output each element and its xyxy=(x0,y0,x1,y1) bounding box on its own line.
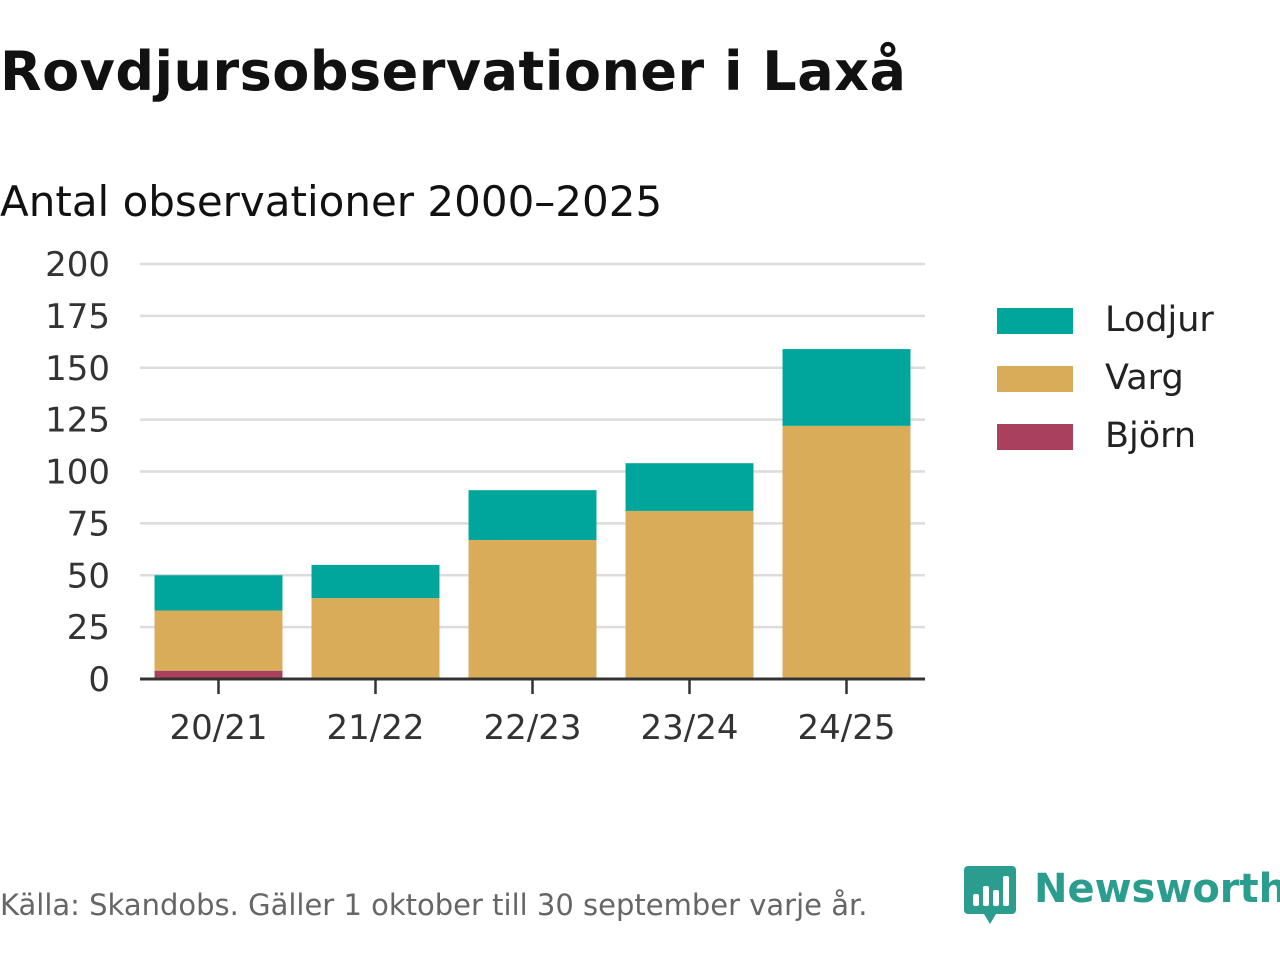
x-tick-label-22-23: 22/23 xyxy=(484,708,582,748)
legend-swatch-lodjur xyxy=(997,308,1073,334)
legend-swatch-varg xyxy=(997,366,1073,392)
y-tick-label-50: 50 xyxy=(67,556,110,596)
bar-lodjur-23-24 xyxy=(625,463,754,511)
x-tick-label-21-22: 21/22 xyxy=(327,708,425,748)
stacked-bar-chart: 0 25 50 75 100 125 150 175 200 20/21 21/22 22/23 23/… xyxy=(45,245,925,748)
y-tick-label-125: 125 xyxy=(45,401,110,441)
bar-chart-badge-icon xyxy=(964,866,1016,924)
bar-varg-23-24 xyxy=(625,510,754,679)
y-tick-label-150: 150 xyxy=(45,349,110,389)
bar-lodjur-24-25 xyxy=(782,349,911,426)
bar-lodjur-22-23 xyxy=(468,490,597,540)
x-tick-label-23-24: 23/24 xyxy=(641,708,739,748)
bar-varg-21-22 xyxy=(311,598,440,679)
x-tick-label-20-21: 20/21 xyxy=(170,708,268,748)
bar-varg-20-21 xyxy=(154,610,283,671)
page-title: Rovdjursobservationer i Laxå xyxy=(0,40,907,103)
bar-lodjur-21-22 xyxy=(311,564,440,599)
legend-label-lodjur: Lodjur xyxy=(1105,300,1214,340)
brand-name: Newsworthy xyxy=(1034,866,1280,912)
legend-label-varg: Varg xyxy=(1105,358,1184,398)
y-tick-label-25: 25 xyxy=(67,608,110,648)
legend-label-bjorn: Björn xyxy=(1105,416,1197,456)
bar-lodjur-20-21 xyxy=(154,575,283,611)
x-tick-label-24-25: 24/25 xyxy=(798,708,896,748)
y-tick-label-175: 175 xyxy=(45,297,110,337)
y-tick-label-200: 200 xyxy=(45,245,110,285)
y-tick-label-100: 100 xyxy=(45,453,110,493)
y-tick-label-0: 0 xyxy=(88,660,110,700)
chart-subtitle: Antal observationer 2000–2025 xyxy=(0,177,663,226)
bar-varg-24-25 xyxy=(782,425,911,679)
bar-bjorn-20-21 xyxy=(154,670,283,679)
bar-varg-22-23 xyxy=(468,539,597,679)
source-note: Källa: Skandobs. Gäller 1 oktober till 3… xyxy=(0,888,868,922)
legend-swatch-bjorn xyxy=(997,424,1073,450)
y-tick-label-75: 75 xyxy=(67,504,110,544)
